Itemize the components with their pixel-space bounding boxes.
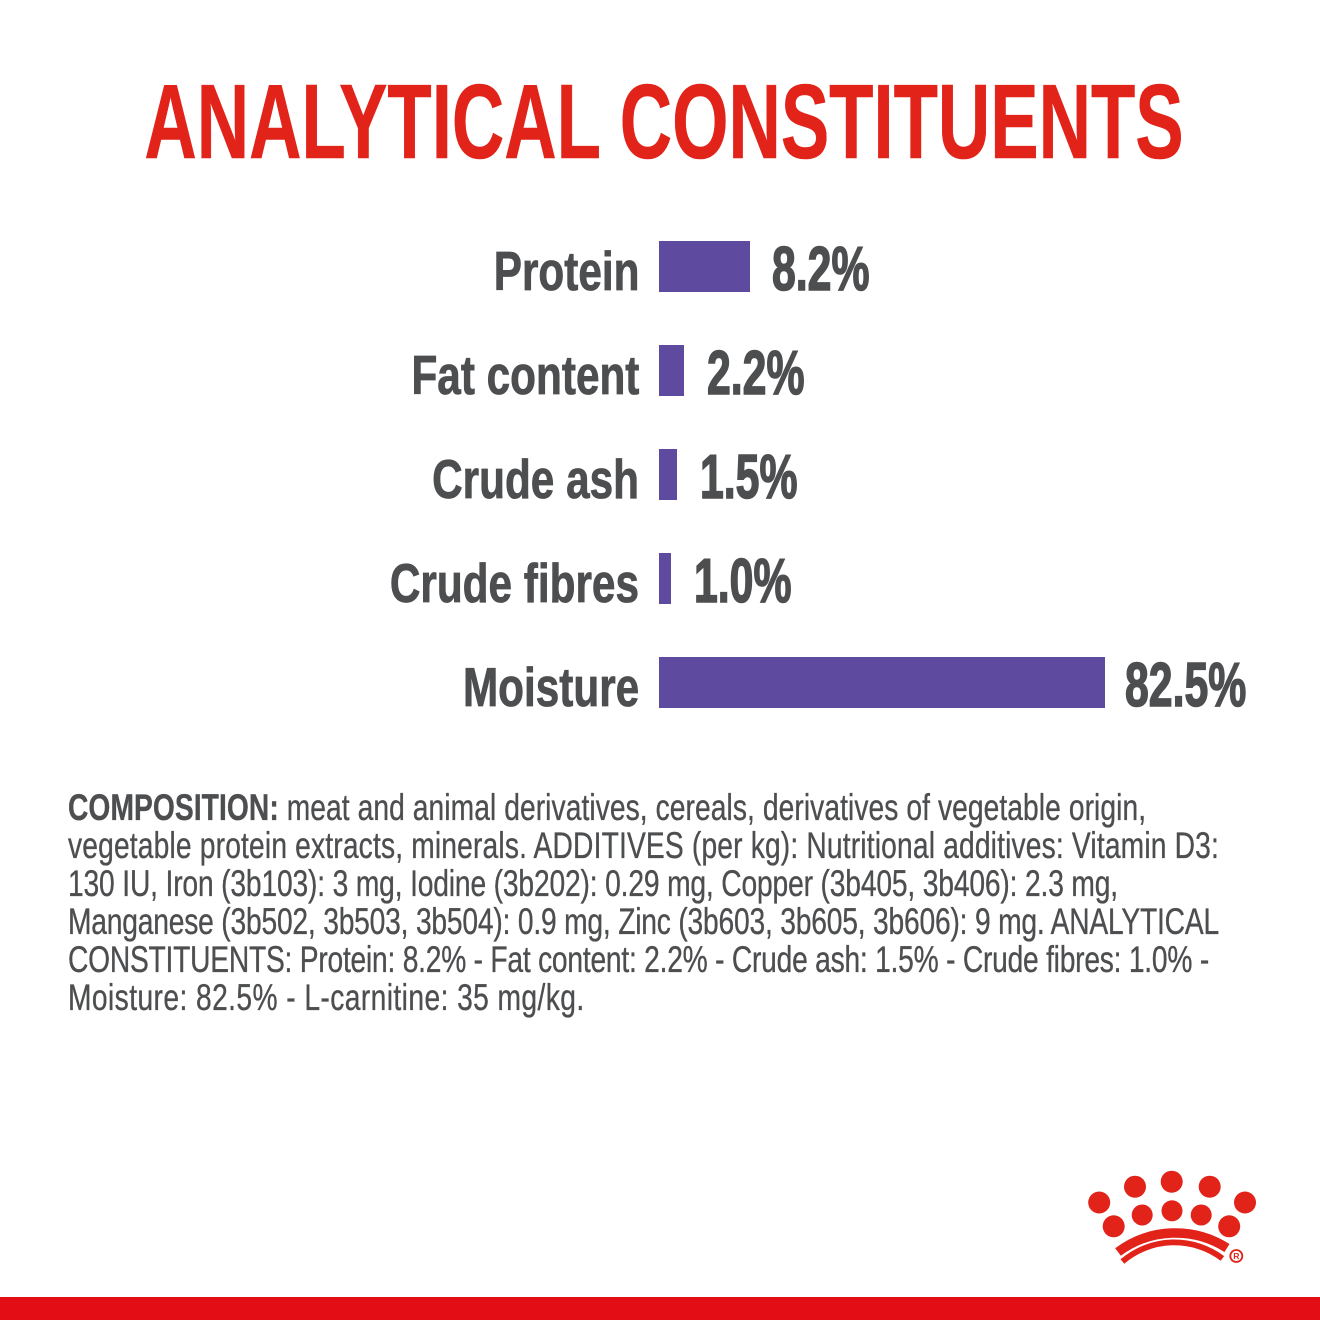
svg-text:R: R xyxy=(1233,1251,1240,1261)
